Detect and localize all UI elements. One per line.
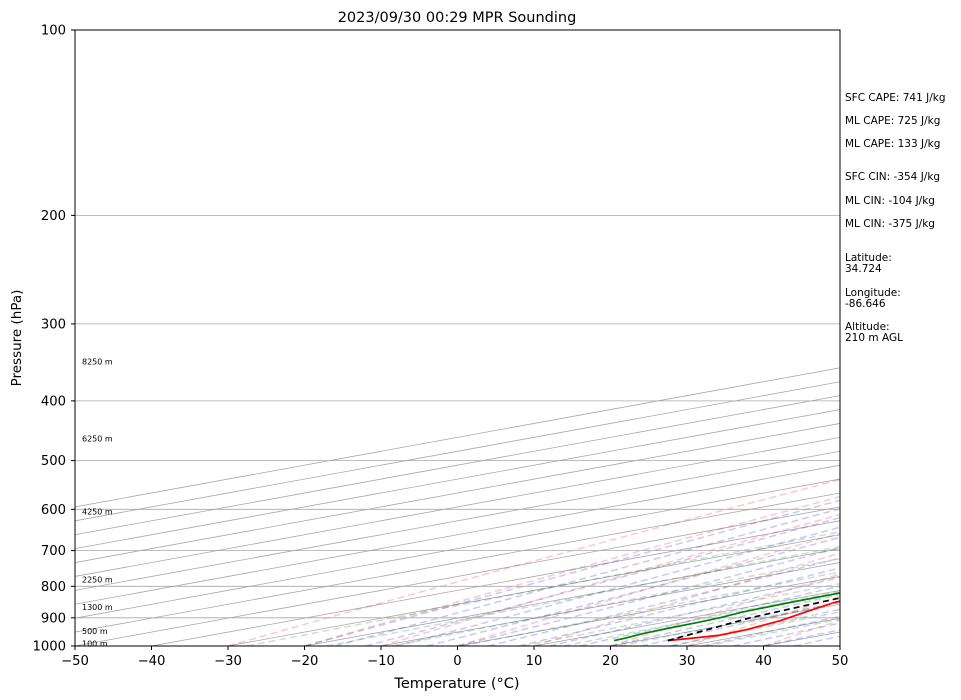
altitude-label: 6250 m	[82, 434, 113, 443]
x-tick-label: 50	[832, 654, 849, 669]
annotation-latitude: Latitude: 34.724	[845, 252, 892, 275]
moist-adiabat	[396, 526, 840, 646]
altitude-label: 100 m	[82, 639, 108, 648]
x-tick-label: −50	[61, 654, 89, 669]
background-lines	[75, 367, 840, 646]
isotherm-line	[75, 436, 840, 577]
x-tick-label: −30	[214, 654, 242, 669]
dry-adiabat	[610, 573, 840, 646]
y-tick-label: 600	[41, 503, 66, 518]
x-tick-label: 30	[679, 654, 696, 669]
isotherm-line	[227, 534, 840, 646]
annotation-sfc-cape: SFC CAPE: 741 J/kg	[845, 92, 946, 104]
isotherm-line	[75, 450, 840, 591]
isotherm-line	[75, 464, 840, 605]
annotation-longitude: Longitude: -86.646	[845, 287, 901, 310]
annotation-ml-cape: ML CAPE: 725 J/kg	[845, 115, 941, 127]
pressure-gridlines	[75, 214, 840, 619]
moist-adiabat	[304, 499, 840, 646]
x-tick-label: 10	[526, 654, 543, 669]
y-tick-label: 100	[41, 24, 66, 39]
altitude-label: 1300 m	[82, 603, 113, 612]
y-tick-label: 1000	[32, 640, 66, 655]
altitude-labels: 100 m 500 m 1300 m 2250 m 4250 m 6250 m 8250 m	[82, 357, 113, 648]
isotherm-line	[75, 506, 840, 646]
moist-adiabat	[334, 507, 840, 646]
mixing-ratio-line	[705, 618, 840, 646]
y-tick-label: 900	[41, 611, 66, 626]
y-tick-label: 800	[41, 580, 66, 595]
x-tick-label: 40	[755, 654, 772, 669]
x-tick-label: 0	[453, 654, 461, 669]
x-tick-label: −20	[291, 654, 319, 669]
mixing-ratio-line	[619, 601, 840, 646]
annotation-panel: SFC CAPE: 741 J/kg ML CAPE: 725 J/kg ML …	[845, 0, 961, 700]
y-axis-label: Pressure (hPa)	[9, 290, 25, 387]
y-tick-label: 500	[41, 454, 66, 469]
isotherm-line	[75, 367, 840, 508]
annotation-altitude: Altitude: 210 m AGL	[845, 321, 903, 344]
x-axis-label: Temperature (°C)	[393, 676, 519, 692]
y-tick-label: 700	[41, 544, 66, 559]
x-tick-label: −40	[138, 654, 166, 669]
annotation-ml-cin-2: ML CIN: -375 J/kg	[845, 218, 935, 230]
annotation-ml-cape-2: ML CAPE: 133 J/kg	[845, 138, 941, 150]
dewpoint-line	[614, 592, 840, 642]
moist-adiabat	[487, 557, 840, 646]
moist-adiabat	[549, 576, 840, 646]
annotation-ml-cin: ML CIN: -104 J/kg	[845, 195, 935, 207]
y-tick-label: 400	[41, 394, 66, 409]
moist-adiabat	[610, 593, 840, 646]
isotherm-line	[151, 520, 840, 646]
mixing-ratio-line	[669, 611, 840, 646]
y-tick-label: 300	[41, 317, 66, 332]
x-tick-label: −10	[367, 654, 395, 669]
altitude-label: 500 m	[82, 627, 108, 636]
moist-adiabat	[457, 546, 840, 646]
isotherm-line	[75, 478, 840, 619]
altitude-label: 2250 m	[82, 576, 113, 585]
isotherm-line	[75, 492, 840, 633]
chart-title: 2023/09/30 00:29 MPR Sounding	[338, 10, 577, 26]
dry-adiabat	[227, 478, 840, 646]
moist-adiabat	[365, 516, 840, 646]
isotherm-line	[75, 381, 840, 522]
mixing-ratio-line	[246, 531, 840, 646]
isotherm-line	[75, 409, 840, 550]
y-tick-label: 200	[41, 209, 66, 224]
altitude-label: 4250 m	[82, 508, 113, 517]
isotherm-line	[75, 395, 840, 536]
x-tick-label: 20	[602, 654, 619, 669]
dry-adiabat	[533, 552, 840, 646]
sounding-series	[614, 592, 840, 642]
altitude-label: 8250 m	[82, 357, 113, 366]
annotation-sfc-cin: SFC CIN: -354 J/kg	[845, 171, 941, 183]
isotherm-line	[75, 423, 840, 563]
temperature-line	[667, 600, 840, 642]
dry-adiabat	[304, 495, 840, 646]
